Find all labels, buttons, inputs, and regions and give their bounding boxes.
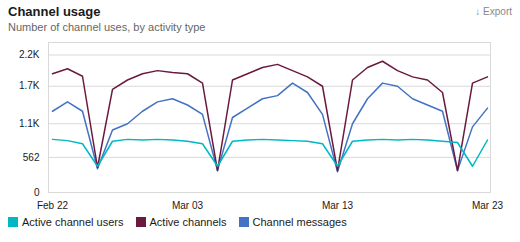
html-text:↓ Export: ↓ Export bbox=[475, 6, 512, 17]
svg-text:Mar 03: Mar 03 bbox=[172, 200, 204, 211]
svg-text:Feb 22: Feb 22 bbox=[37, 200, 69, 211]
svg-text:1.1K: 1.1K bbox=[19, 118, 40, 129]
svg-text:0: 0 bbox=[34, 187, 40, 198]
svg-text:2.2K: 2.2K bbox=[19, 49, 40, 60]
html-text:Active channel users: Active channel users bbox=[22, 216, 124, 228]
svg-text:1.7K: 1.7K bbox=[19, 80, 40, 91]
html-text:Channel messages: Channel messages bbox=[252, 216, 347, 228]
svg-text:Mar 23: Mar 23 bbox=[472, 200, 504, 211]
html-text:Number of channel uses, by act: Number of channel uses, by activity type bbox=[8, 21, 206, 33]
svg-text:Mar 13: Mar 13 bbox=[322, 200, 354, 211]
html-text:Channel usage: Channel usage bbox=[8, 4, 101, 19]
svg-text:562: 562 bbox=[23, 152, 40, 163]
html-text:Active channels: Active channels bbox=[149, 216, 227, 228]
